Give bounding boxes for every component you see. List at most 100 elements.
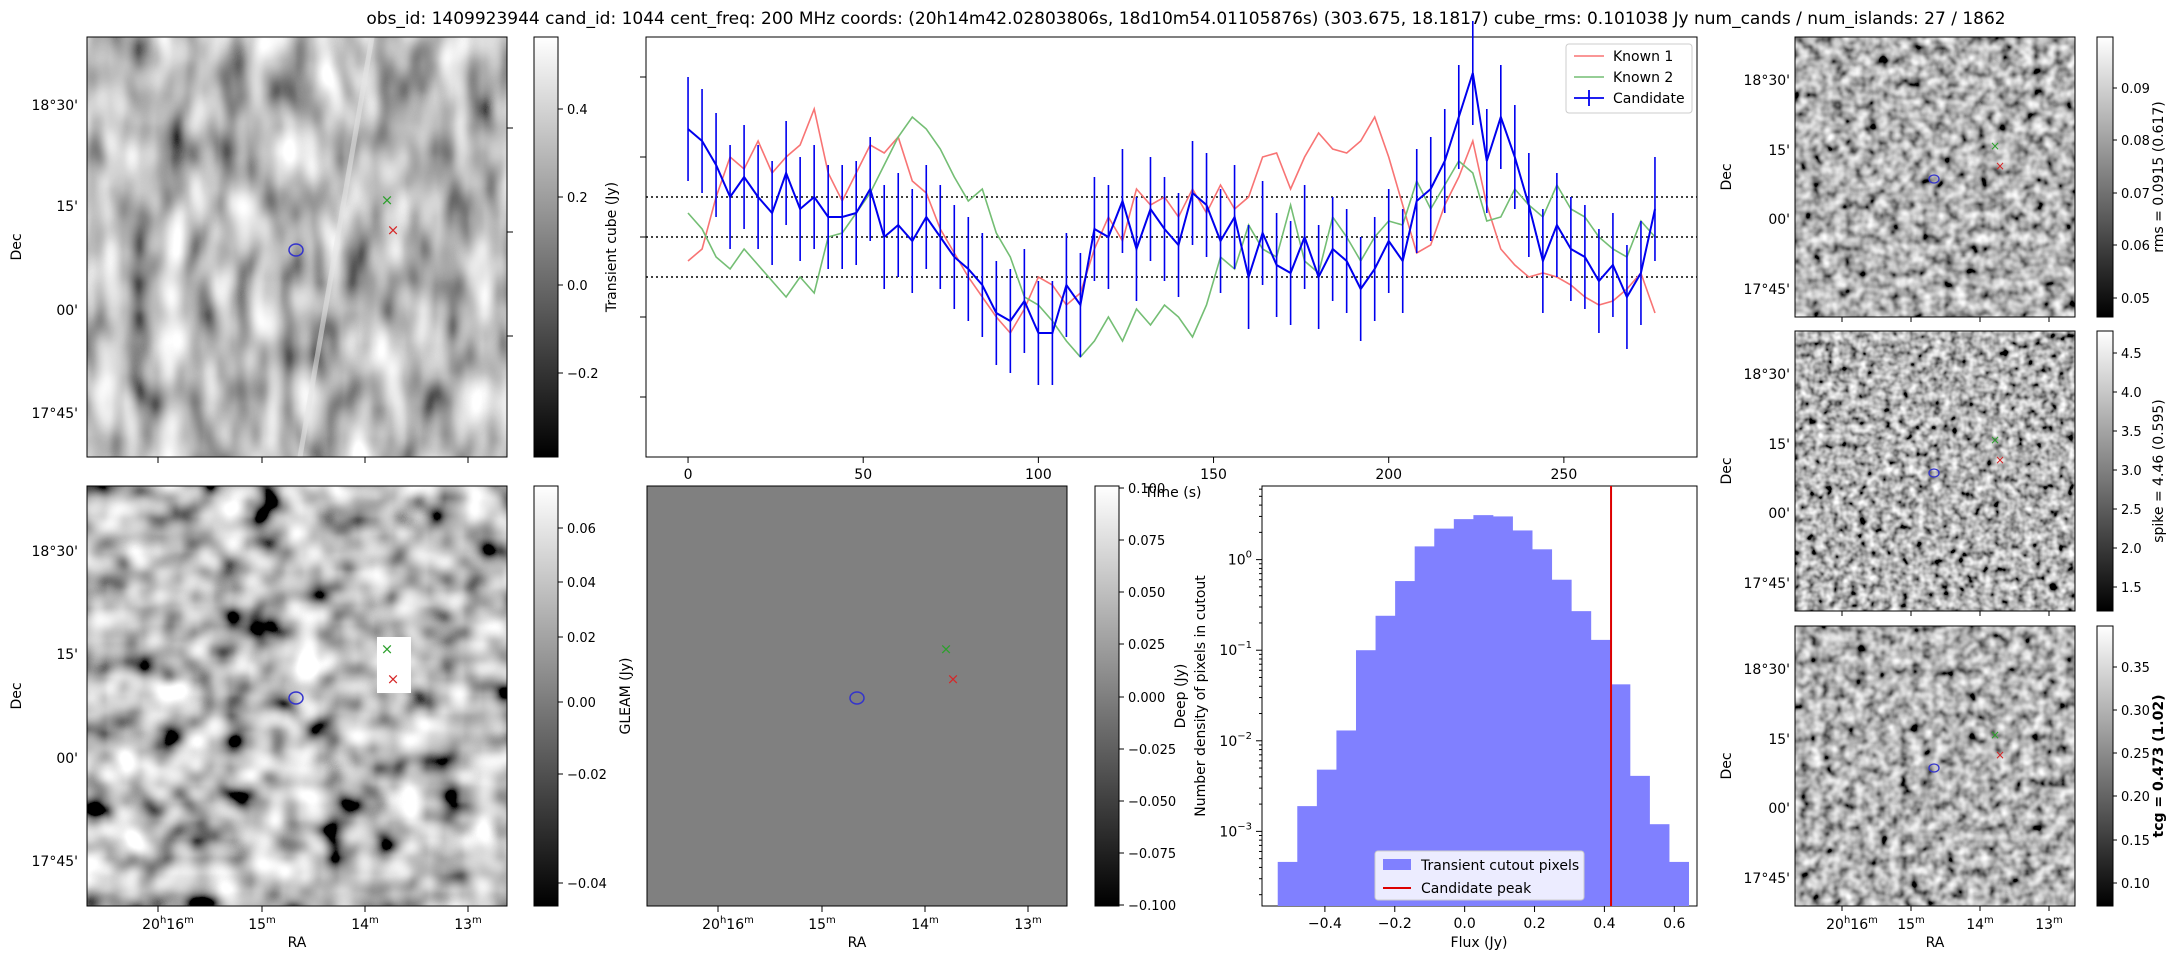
ra-axis-label: RA: [1926, 935, 1945, 951]
histogram-bar: [1629, 775, 1650, 906]
x-ticks: [1841, 906, 2050, 911]
right-ticks: [507, 127, 513, 337]
colorbar-tick-label: −0.050: [1128, 795, 1176, 810]
candidate-contour: [1928, 468, 1940, 478]
dec-tick-labels: 18°30' 15' 00' 17°45': [32, 98, 78, 422]
dec-tick-label: 18°30': [1744, 73, 1790, 89]
x-ticks: [157, 906, 469, 912]
histogram-bar: [1492, 516, 1513, 906]
time-tick-label: 250: [1551, 467, 1578, 483]
ra-tick-label: 15m: [248, 915, 276, 933]
ra-tick-label: 20h16m: [702, 915, 754, 933]
dec-tick-label: 15': [56, 647, 78, 663]
legend-box: [1374, 850, 1585, 901]
histogram-bar: [1316, 769, 1337, 906]
ra-tick-label: 14m: [351, 915, 379, 933]
x-ticks: [1841, 317, 2050, 322]
transient-cube-panel: × × 18°30' 15' 00' 17°45' Dec 0.4 0.2 0.…: [9, 36, 620, 463]
flux-tick-label: 0.2: [1523, 916, 1545, 932]
time-tick-label: 150: [1200, 467, 1227, 483]
spike-panel: × × 18°30' 15' 00' 17°45' Dec 4.5 4.0 3.…: [1719, 330, 2167, 616]
known-2-marker: ×: [1990, 728, 2000, 742]
colorbar-label: spike = 4.46 (0.595): [2151, 399, 2167, 543]
deep-frame: [86, 485, 508, 907]
legend-label-histogram: Transient cutout pixels: [1420, 858, 1579, 874]
flux-tick-label: −0.4: [1308, 916, 1342, 932]
dec-tick-label: 17°45': [1744, 871, 1790, 887]
transient-cube-colorbar: [533, 36, 559, 458]
known-1-marker: ×: [387, 221, 400, 239]
colorbar-tick-label: −0.100: [1128, 899, 1176, 914]
dec-axis-label: Dec: [1719, 457, 1735, 484]
histogram-ticks: −0.4 −0.2 0.0 0.2 0.4 0.6 100 10−1 10−2 10−3: [1219, 488, 1686, 932]
flux-tick-label: 0.6: [1663, 916, 1685, 932]
light-curve-lines: [646, 21, 1697, 385]
legend-label-candidate: Candidate: [1613, 91, 1685, 107]
transient-cube-frame: [86, 36, 508, 458]
series-line-candidate: [687, 72, 1656, 334]
known-1-marker: ×: [947, 670, 960, 688]
colorbar-tick-label: 0.10: [2121, 877, 2150, 892]
ra-tick-label: 14m: [1966, 915, 1994, 933]
histogram-bar: [1590, 639, 1611, 906]
colorbar-label: Deep (Jy): [1173, 664, 1189, 729]
spike-colorbar: [2096, 330, 2114, 612]
dec-axis-label: Dec: [9, 233, 25, 260]
histogram-bar: [1512, 530, 1533, 906]
rms-colorbar: [2096, 36, 2114, 318]
ra-axis-label: RA: [288, 935, 307, 951]
histogram-bar: [1434, 528, 1455, 906]
histogram-bar: [1375, 615, 1396, 906]
histogram-bar: [1571, 611, 1592, 906]
histogram-bar: [1532, 549, 1553, 906]
density-tick-label: 10−3: [1219, 821, 1252, 840]
histogram-bar: [1355, 650, 1376, 906]
colorbar-tick-label: 4.5: [2121, 347, 2142, 362]
colorbar-tick-label: 0.35: [2121, 661, 2150, 676]
dec-tick-label: 15': [56, 199, 78, 215]
dec-tick-label: 18°30': [1744, 367, 1790, 383]
density-tick-label: 10−1: [1219, 640, 1252, 659]
density-tick-label: 100: [1228, 550, 1252, 569]
known-2-marker: ×: [381, 191, 394, 209]
flux-histogram: −0.4 −0.2 0.0 0.2 0.4 0.6 100 10−1 10−2 10−3 Flux…: [1193, 485, 1698, 951]
colorbar-label: GLEAM (Jy): [618, 658, 634, 735]
colorbar-ticks: 0.100 0.075 0.050 0.025 0.000 −0.025 −0.…: [1119, 482, 1176, 914]
ra-tick-label: 15m: [1897, 915, 1925, 933]
histogram-bar: [1277, 861, 1298, 906]
histogram-bar: [1551, 579, 1572, 906]
colorbar-tick-label: 0.2: [567, 191, 588, 206]
candidate-contour: [288, 243, 304, 257]
colorbar-tick-label: 0.000: [1128, 691, 1165, 706]
ra-tick-label: 20h16m: [1826, 915, 1878, 933]
colorbar-tick-label: 0.30: [2121, 704, 2150, 719]
colorbar-tick-label: 0.02: [567, 631, 596, 646]
ra-tick-labels: 20h16m 15m 14m 13m: [142, 915, 482, 933]
dec-tick-label: 00': [56, 751, 78, 767]
legend-label-known-2: Known 2: [1613, 70, 1673, 86]
tcg-frame: [1794, 625, 2076, 907]
known-2-marker: ×: [381, 640, 394, 658]
histogram-bar: [1610, 684, 1631, 906]
colorbar-tick-label: 0.15: [2121, 834, 2150, 849]
series-line-known-2: [687, 115, 1656, 359]
colorbar-tick-label: −0.2: [567, 367, 599, 382]
dec-tick-label: 00': [1768, 506, 1790, 522]
colorbar-tick-label: 2.0: [2121, 542, 2142, 557]
histogram-bar: [1297, 806, 1318, 906]
known-2-marker: ×: [940, 640, 953, 658]
colorbar-label: Transient cube (Jy): [604, 182, 620, 313]
dec-tick-label: 17°45': [1744, 576, 1790, 592]
dec-tick-label: 17°45': [32, 854, 78, 870]
rms-frame: [1794, 36, 2076, 318]
known-2-marker: ×: [1990, 139, 2000, 153]
ra-tick-label: 13m: [2035, 915, 2063, 933]
dec-tick-label: 17°45': [32, 406, 78, 422]
colorbar-tick-label: 0.06: [2121, 239, 2150, 254]
histogram-bar: [1669, 861, 1690, 906]
colorbar-tick-label: 0.4: [567, 103, 588, 118]
colorbar-tick-label: 0.25: [2121, 747, 2150, 762]
histogram-bar: [1649, 824, 1670, 906]
dec-tick-label: 00': [1768, 801, 1790, 817]
